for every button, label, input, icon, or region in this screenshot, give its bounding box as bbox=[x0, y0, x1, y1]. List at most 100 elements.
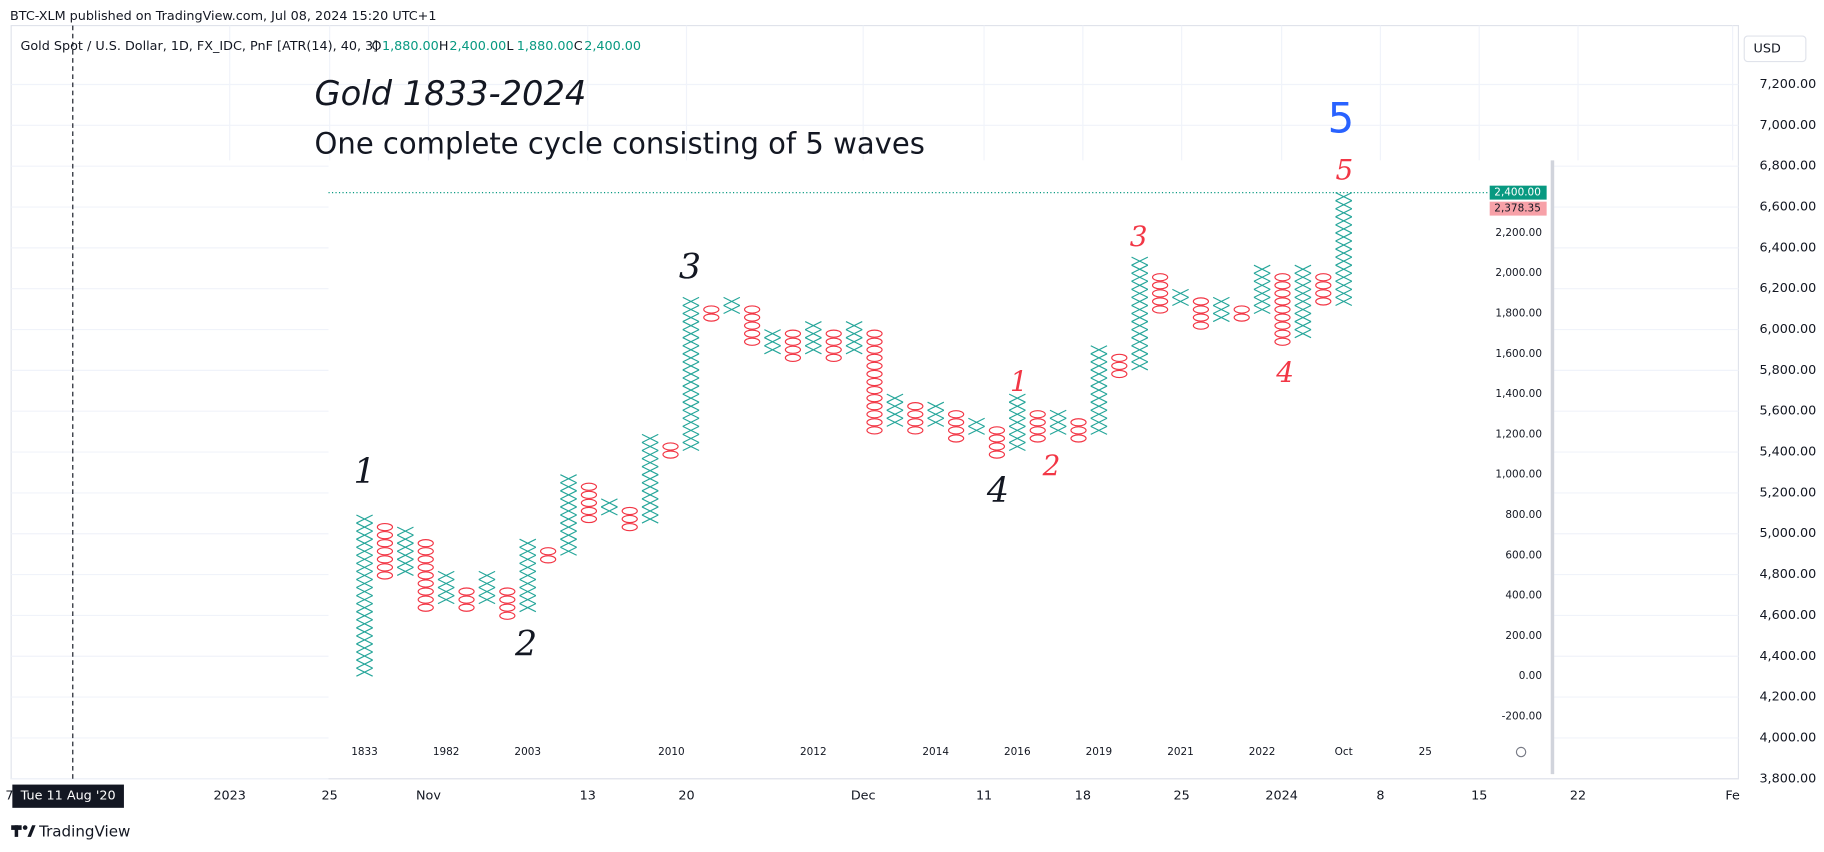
inner-chart bbox=[328, 160, 1553, 765]
o-box bbox=[1029, 410, 1046, 419]
x-box bbox=[1008, 417, 1026, 427]
x-box bbox=[682, 345, 700, 355]
wave-label: 3 bbox=[1130, 220, 1148, 253]
o-column bbox=[662, 442, 679, 459]
chart-subtitle: One complete cycle consisting of 5 waves bbox=[315, 126, 925, 160]
x-box bbox=[723, 296, 741, 306]
x-box bbox=[396, 526, 414, 536]
o-box bbox=[703, 313, 720, 322]
x-box bbox=[1335, 296, 1353, 306]
x-box bbox=[396, 566, 414, 576]
o-column bbox=[988, 426, 1006, 459]
x-box bbox=[1008, 425, 1026, 435]
x-box bbox=[437, 578, 455, 589]
time-label: 11 bbox=[976, 789, 992, 804]
wave-label: 1 bbox=[1010, 365, 1028, 398]
x-box bbox=[1335, 288, 1353, 298]
settings-icon[interactable] bbox=[1515, 746, 1527, 758]
time-label: 18 bbox=[1075, 789, 1091, 804]
o-box bbox=[499, 595, 516, 604]
x-box bbox=[641, 506, 659, 516]
x-box bbox=[641, 458, 659, 468]
x-box bbox=[478, 578, 496, 589]
currency-button[interactable] bbox=[1743, 35, 1807, 63]
o-box bbox=[580, 498, 598, 508]
x-box bbox=[1294, 272, 1312, 282]
x-box bbox=[1335, 256, 1353, 266]
o-column bbox=[458, 587, 475, 612]
o-column bbox=[825, 329, 842, 362]
x-box bbox=[356, 587, 373, 597]
x-box bbox=[927, 417, 945, 427]
price-tick-label: 5,400.00 bbox=[1759, 445, 1816, 460]
price-tick-label: 4,800.00 bbox=[1759, 567, 1816, 582]
o-box bbox=[1192, 321, 1210, 330]
o-box bbox=[580, 514, 598, 524]
x-box bbox=[968, 425, 985, 435]
x-box bbox=[1008, 433, 1026, 443]
o-column bbox=[417, 539, 434, 612]
o-box bbox=[376, 547, 394, 556]
o-box bbox=[866, 377, 883, 387]
x-box bbox=[641, 441, 659, 452]
y-tick-label: 0.00 bbox=[1519, 670, 1542, 682]
price-tick-label: 5,600.00 bbox=[1759, 404, 1816, 419]
price-tick-label: 6,600.00 bbox=[1759, 200, 1816, 215]
x-box bbox=[968, 417, 985, 427]
o-column bbox=[376, 522, 394, 580]
x-box bbox=[804, 337, 822, 347]
x-column bbox=[682, 296, 700, 452]
x-box bbox=[1131, 329, 1149, 339]
o-box bbox=[825, 337, 842, 346]
time-label: 13 bbox=[580, 789, 596, 804]
price-tick-label: 6,000.00 bbox=[1759, 322, 1816, 337]
o-column bbox=[907, 402, 924, 435]
x-box bbox=[682, 385, 700, 395]
o-box bbox=[417, 603, 434, 612]
x-box bbox=[1335, 280, 1353, 290]
x-box bbox=[1131, 272, 1149, 282]
x-box bbox=[1294, 313, 1312, 323]
x-column bbox=[1253, 264, 1271, 315]
x-box bbox=[641, 490, 659, 500]
x-box bbox=[1335, 208, 1353, 218]
x-box bbox=[1090, 401, 1108, 411]
x-box bbox=[1294, 280, 1312, 290]
x-box bbox=[1131, 264, 1149, 274]
x-box bbox=[1294, 288, 1312, 298]
o-box bbox=[1070, 434, 1087, 443]
x-box bbox=[927, 401, 945, 411]
x-tick-label: 1833 bbox=[351, 746, 378, 758]
ohlc-key: O bbox=[372, 39, 382, 54]
o-box bbox=[1070, 418, 1087, 427]
x-box bbox=[600, 498, 618, 508]
x-box bbox=[560, 490, 577, 500]
o-box bbox=[866, 353, 883, 362]
x-box bbox=[1131, 313, 1149, 323]
x-box bbox=[1335, 192, 1353, 202]
price-tick-label: 6,200.00 bbox=[1759, 281, 1816, 296]
x-box bbox=[1253, 272, 1271, 282]
x-box bbox=[356, 570, 373, 580]
x-column bbox=[478, 570, 496, 605]
o-box bbox=[1315, 297, 1332, 306]
x-box bbox=[1131, 337, 1149, 347]
x-box bbox=[1335, 216, 1353, 226]
o-box bbox=[866, 410, 883, 419]
o-column bbox=[784, 329, 802, 362]
x-box bbox=[437, 595, 455, 605]
o-box bbox=[866, 393, 883, 403]
price-label: 2,378.35 bbox=[1494, 203, 1541, 215]
x-box bbox=[356, 522, 373, 532]
x-box bbox=[1008, 401, 1026, 411]
x-box bbox=[519, 578, 537, 589]
x-column bbox=[1131, 256, 1149, 371]
x-column bbox=[968, 417, 985, 435]
x-box bbox=[682, 296, 700, 306]
x-box bbox=[1090, 425, 1108, 435]
x-box bbox=[519, 538, 537, 548]
o-box bbox=[580, 482, 598, 491]
currency[interactable]: USD bbox=[1754, 41, 1781, 56]
x-box bbox=[1335, 272, 1353, 282]
x-box bbox=[682, 409, 700, 419]
